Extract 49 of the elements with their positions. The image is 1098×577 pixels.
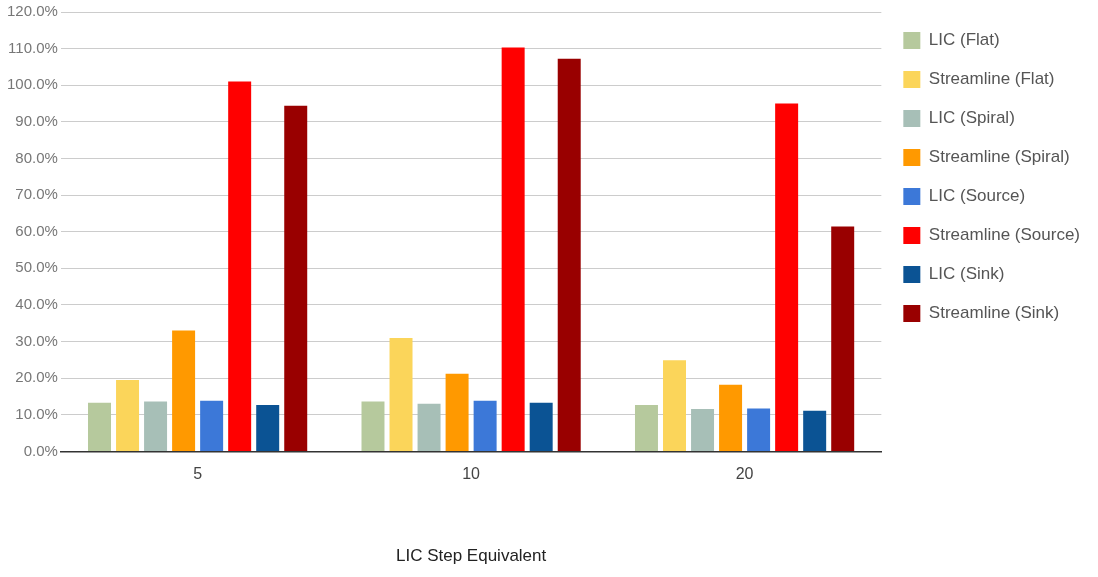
bar xyxy=(116,380,140,451)
legend-label: LIC (Spiral) xyxy=(928,108,1015,128)
legend-label: Streamline (Flat) xyxy=(928,69,1055,89)
bar xyxy=(501,47,525,451)
bar xyxy=(719,384,743,451)
bar xyxy=(775,103,799,451)
y-tick-label: 90.0% xyxy=(15,111,58,129)
legend-label: Streamline (Spiral) xyxy=(928,147,1070,167)
x-tick-label: 5 xyxy=(193,465,203,483)
bar xyxy=(803,410,827,451)
bar xyxy=(473,400,497,451)
legend-label: Streamline (Source) xyxy=(928,225,1081,245)
legend-label: Streamline (Sink) xyxy=(928,303,1060,323)
y-tick-label: 110.0% xyxy=(8,38,58,56)
y-tick-label: 60.0% xyxy=(15,221,58,239)
y-tick-label: 30.0% xyxy=(15,331,58,349)
bar xyxy=(417,403,441,451)
y-tick-label: 70.0% xyxy=(15,185,58,203)
y-tick-label: 80.0% xyxy=(15,148,58,166)
bar xyxy=(172,330,196,451)
bar xyxy=(445,373,469,451)
y-tick-label: 120.0% xyxy=(7,2,58,20)
bar xyxy=(663,360,686,451)
y-tick-label: 10.0% xyxy=(15,404,58,422)
x-axis-title: LIC Step Equivalent xyxy=(395,546,547,566)
x-tick-label: 10 xyxy=(462,465,481,483)
bar xyxy=(256,404,280,451)
bar xyxy=(200,400,224,451)
legend-label: LIC (Source) xyxy=(928,186,1026,206)
bar xyxy=(691,408,715,451)
legend-label: LIC (Sink) xyxy=(928,264,1005,284)
bar xyxy=(361,401,385,451)
bar xyxy=(831,226,855,451)
legend-label: LIC (Flat) xyxy=(928,30,1000,50)
y-tick-label: 0.0% xyxy=(23,441,58,459)
bar xyxy=(747,408,771,451)
y-tick-label: 20.0% xyxy=(15,368,58,386)
bar xyxy=(228,81,252,451)
x-tick-label: 20 xyxy=(735,465,754,483)
y-tick-label: 100.0% xyxy=(7,75,58,93)
bar xyxy=(634,404,658,451)
bar xyxy=(529,402,553,451)
bar xyxy=(284,105,308,451)
bar xyxy=(557,58,581,451)
y-tick-label: 50.0% xyxy=(15,258,58,276)
bar xyxy=(88,402,111,451)
bar xyxy=(144,401,168,451)
y-tick-label: 40.0% xyxy=(15,295,58,313)
bar xyxy=(389,337,413,451)
